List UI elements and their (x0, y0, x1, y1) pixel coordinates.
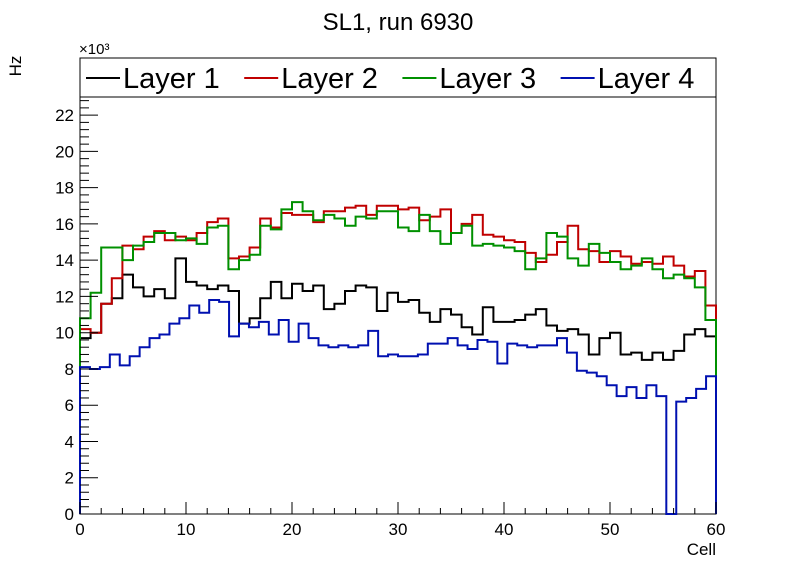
y-tick-label: 2 (65, 469, 74, 488)
legend-box (79, 57, 717, 98)
chart-title: SL1, run 6930 (323, 9, 474, 36)
plot-frame (79, 96, 717, 515)
series-line-layer-3 (79, 201, 717, 514)
y-tick-label: 20 (55, 142, 74, 161)
y-tick-label: 0 (65, 505, 74, 524)
series-line-layer-4 (79, 299, 717, 515)
y-tick-label: 18 (55, 179, 74, 198)
x-tick-label: 40 (495, 520, 514, 539)
legend-label-layer-1: Layer 1 (123, 63, 220, 95)
x-tick-label: 60 (707, 520, 726, 539)
y-tick-label: 14 (55, 251, 74, 270)
y-tick-label: 12 (55, 287, 74, 306)
y-axis-title: Hz (6, 56, 25, 77)
x-tick-label: 20 (283, 520, 302, 539)
legend-label-layer-3: Layer 3 (439, 63, 536, 95)
legend-label-layer-2: Layer 2 (281, 63, 378, 95)
x-axis-title: Cell (687, 540, 716, 559)
legend-label-layer-4: Layer 4 (598, 63, 695, 95)
x-tick-label: 50 (601, 520, 620, 539)
y-tick-label: 6 (65, 396, 74, 415)
x-tick-label: 30 (389, 520, 408, 539)
series-line-layer-1 (79, 257, 717, 514)
y-axis-multiplier: ×10³ (79, 41, 109, 58)
y-tick-label: 16 (55, 215, 74, 234)
y-tick-label: 22 (55, 106, 74, 125)
x-tick-label: 0 (75, 520, 84, 539)
x-tick-label: 10 (177, 520, 196, 539)
y-tick-label: 10 (55, 324, 74, 343)
series-line-layer-2 (79, 204, 717, 514)
y-tick-label: 8 (65, 360, 74, 379)
y-tick-label: 4 (65, 432, 74, 451)
